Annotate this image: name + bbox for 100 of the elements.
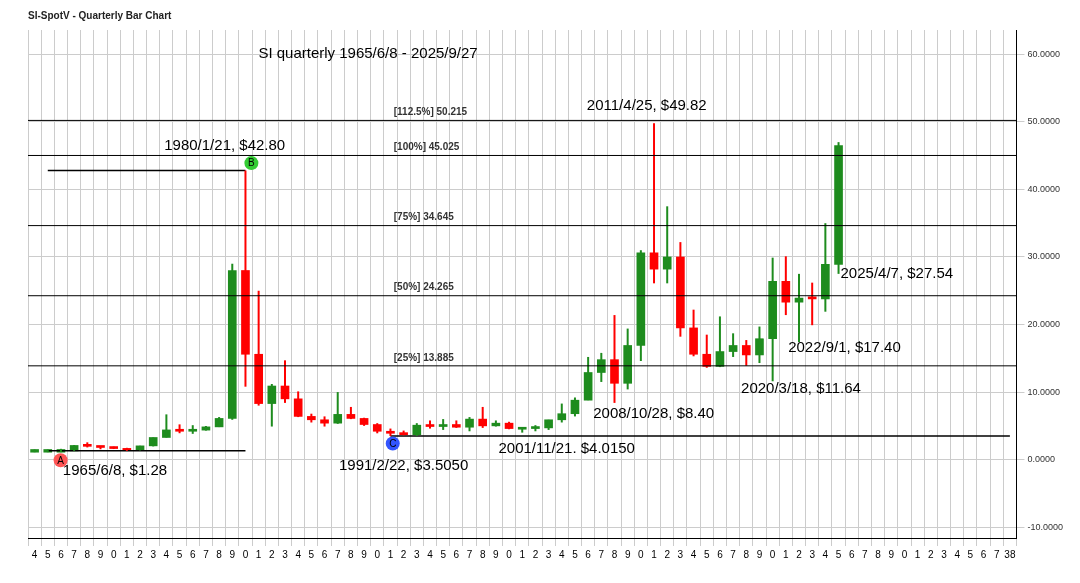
ref-line-label: [50%] 24.265 (393, 281, 455, 293)
x-tick-label: 2 (928, 548, 935, 560)
annotation: 2020/3/18, $11.64 (741, 379, 861, 397)
x-tick-label: 3 (545, 548, 552, 560)
x-tick-label: 3 (150, 548, 157, 560)
y-tick-label: 10.0000 (1027, 386, 1061, 397)
x-tick-label: 4 (822, 548, 829, 560)
x-tick-label: 7 (71, 548, 78, 560)
x-tick-label: 9 (888, 548, 895, 560)
x-tick-label: 2 (532, 548, 539, 560)
x-tick-label: 6 (980, 548, 987, 560)
annotation: B (248, 157, 256, 169)
ref-line-label: [75%] 34.645 (393, 211, 455, 223)
y-tick-label: 30.0000 (1027, 251, 1061, 262)
x-tick-label: 1 (914, 548, 921, 560)
x-tick-label: 8 (216, 548, 223, 560)
annotation: C (389, 437, 397, 449)
candlestick (452, 419, 461, 429)
x-tick-label: 8 (875, 548, 882, 560)
x-tick-label: 4 (690, 548, 697, 560)
x-tick-label: 8 (84, 548, 91, 560)
ref-line-label: [100%] 45.025 (393, 141, 460, 153)
x-tick-label: 5 (835, 548, 842, 560)
x-tick-label: 0 (242, 548, 249, 560)
x-tick-label: 9 (361, 548, 368, 560)
x-tick-label: 7 (466, 548, 473, 560)
x-tick-label: 4 (163, 548, 170, 560)
x-tick-label: 5 (572, 548, 579, 560)
x-tick-label: 4 (295, 548, 302, 560)
candlestick (386, 427, 395, 437)
y-tick-label: 40.0000 (1027, 183, 1061, 194)
x-tick-label: 7 (730, 548, 737, 560)
x-tick-label: 0 (110, 548, 117, 560)
y-tick-label: 60.0000 (1027, 48, 1061, 59)
annotation: 1991/2/22, $3.5050 (338, 456, 469, 473)
y-tick-label: 0.0000 (1027, 454, 1055, 465)
x-tick-label: 5 (967, 548, 974, 560)
chart-title: SI-SpotV - Quarterly Bar Chart (28, 9, 173, 21)
x-tick-label: 4 (558, 548, 565, 560)
x-tick-label: 8 (611, 548, 618, 560)
x-tick-label: 6 (58, 548, 65, 560)
annotation: A (57, 454, 65, 466)
x-tick-label: 0 (901, 548, 908, 560)
x-tick-label: 1 (124, 548, 131, 560)
x-tick-label: 9 (97, 548, 104, 560)
ref-line-label: [112.5%] 50.215 (393, 106, 468, 118)
x-tick-label: 9 (229, 548, 236, 560)
y-tick-label: -10.0000 (1027, 521, 1063, 532)
annotation: 2025/4/7, $27.54 (840, 263, 954, 281)
x-tick-label: 3 (941, 548, 948, 560)
annotation: 2022/9/1, $17.40 (788, 337, 901, 355)
candlestick (517, 426, 527, 434)
x-tick-label: 3 (677, 548, 684, 560)
candlestick (82, 441, 92, 449)
y-tick-label: 50.0000 (1027, 116, 1061, 127)
x-tick-label: 6 (585, 548, 592, 560)
x-tick-label: 1 (651, 548, 658, 560)
x-tick-label: 7 (334, 548, 341, 560)
x-tick-label: 1 (519, 548, 526, 560)
x-tick-label: 2 (400, 548, 407, 560)
x-tick-label: 5 (703, 548, 710, 560)
x-tick-label: 3 (809, 548, 816, 560)
x-tick-label: 7 (993, 548, 1000, 560)
x-tick-label: 2 (269, 548, 276, 560)
x-tick-label: 1 (387, 548, 394, 560)
x-tick-label: 7 (598, 548, 605, 560)
x-tick-label: 9 (493, 548, 500, 560)
x-tick-label: 8 (479, 548, 486, 560)
x-tick-label: 6 (717, 548, 724, 560)
x-tick-label: 3 (282, 548, 289, 560)
candlestick (175, 423, 184, 435)
candlestick (531, 424, 540, 433)
text: SI quarterly 1965/6/8 - 2025/9/27 (258, 44, 478, 62)
x-tick-label: 8 (348, 548, 355, 560)
x-tick-label: 4 (427, 548, 434, 560)
x-tick-label: 0 (769, 548, 776, 560)
x-tick-label: 2 (664, 548, 671, 560)
x-tick-label: 1 (255, 548, 262, 560)
x-tick-label: 5 (176, 548, 183, 560)
x-tick-label: 5 (440, 548, 447, 560)
x-tick-label: 4 (954, 548, 961, 560)
x-tick-label: 7 (203, 548, 210, 560)
x-tick-label: 0 (506, 548, 513, 560)
x-tick-label: 38 (1004, 548, 1016, 560)
annotation: 2001/11/21. $4.0150 (498, 439, 635, 457)
x-tick-label: 4 (31, 548, 38, 560)
x-tick-label: 2 (137, 548, 144, 560)
ref-line-label: [25%] 13.885 (393, 351, 455, 363)
x-tick-label: 6 (321, 548, 328, 560)
annotation: 2011/4/25, $49.82 (586, 96, 707, 114)
x-tick-label: 0 (374, 548, 381, 560)
x-tick-label: 6 (848, 548, 855, 560)
annotation: 1980/1/21, $42.80 (164, 136, 286, 154)
annotation: 2008/10/28, $8.40 (593, 403, 715, 421)
x-tick-label: 6 (189, 548, 196, 560)
x-tick-label: 0 (638, 548, 645, 560)
y-tick-label: 20.0000 (1027, 319, 1061, 330)
x-tick-label: 8 (743, 548, 750, 560)
x-tick-label: 3 (414, 548, 421, 560)
x-tick-label: 5 (308, 548, 315, 560)
